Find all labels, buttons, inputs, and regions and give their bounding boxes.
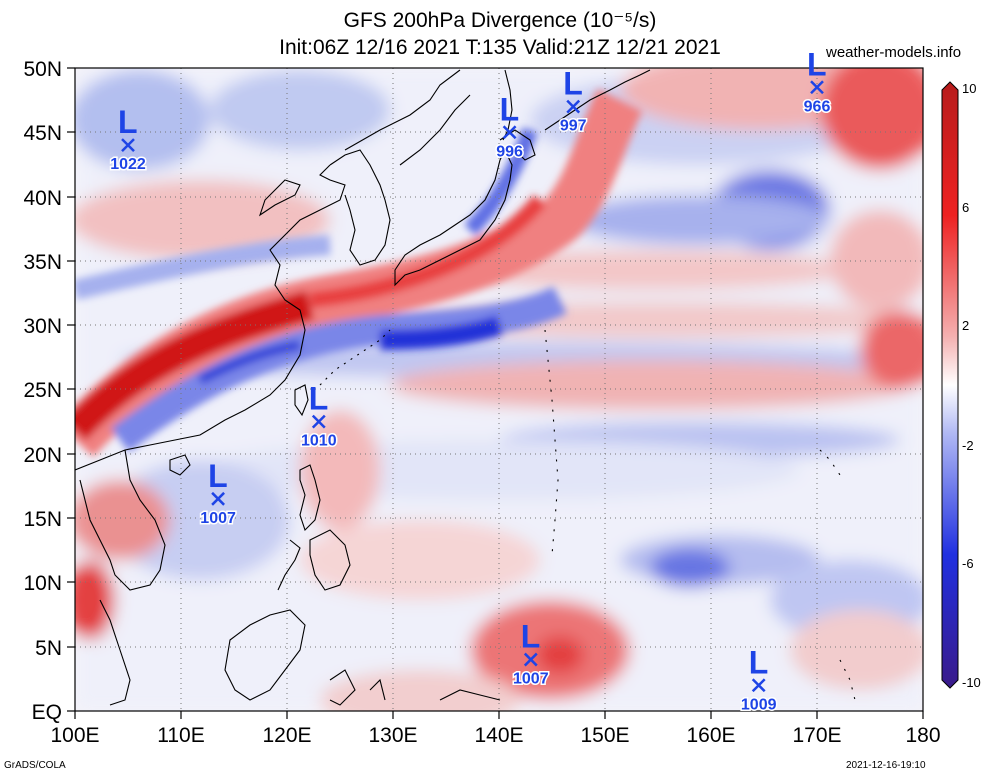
low-marker: L 996 <box>495 91 525 162</box>
low-pressure-value: 1007 <box>513 671 549 688</box>
divergence-field <box>75 68 923 711</box>
lat-label-5n: 5N <box>35 637 62 660</box>
low-marker: L 966 <box>802 46 832 117</box>
lon-label-100e: 100E <box>50 724 99 747</box>
low-pressure-value: 1010 <box>301 433 337 450</box>
low-center-mark <box>523 652 538 667</box>
low-marker: L 1009 <box>739 644 778 715</box>
colorbar: 10 6 2 -2 -6 -10 <box>941 81 981 690</box>
map-title: GFS 200hPa Divergence (10⁻⁵/s) <box>343 9 657 32</box>
low-center-mark <box>311 414 326 429</box>
map-grid <box>75 68 923 711</box>
lat-label-50n: 50N <box>23 58 62 81</box>
lon-label-110e: 110E <box>157 724 205 747</box>
colorbar-label-10: 10 <box>962 81 976 96</box>
low-letter: L <box>563 66 583 102</box>
low-letter: L <box>309 381 329 417</box>
footer-credit: GrADS/COLA <box>4 760 66 771</box>
lat-label-20n: 20N <box>23 444 62 467</box>
low-center-mark <box>121 138 135 153</box>
low-center-mark <box>502 125 517 140</box>
coastlines <box>75 69 856 706</box>
lat-label-35n: 35N <box>23 251 62 274</box>
low-letter: L <box>500 91 520 127</box>
low-letter: L <box>749 644 769 680</box>
low-pressure-value: 1009 <box>741 696 777 713</box>
lat-label-45n: 45N <box>23 122 62 145</box>
footer-timestamp: 2021-12-16-19:10 <box>846 760 926 771</box>
colorbar-label-neg6: -6 <box>962 556 974 571</box>
low-pressure-value: 996 <box>496 143 523 160</box>
low-letter: L <box>807 46 827 82</box>
low-marker: L 1010 <box>300 381 339 452</box>
low-center-mark <box>211 491 225 506</box>
lon-label-160e: 160E <box>686 724 735 747</box>
low-pressure-value: 997 <box>560 118 587 135</box>
lon-label-140e: 140E <box>474 724 523 747</box>
lon-label-130e: 130E <box>368 724 417 747</box>
colorbar-scale <box>941 81 959 689</box>
lon-label-120e: 120E <box>262 724 311 747</box>
low-letter: L <box>521 619 541 655</box>
axis-ticks <box>67 67 924 719</box>
colorbar-label-neg10: -10 <box>962 675 981 690</box>
lon-label-150e: 150E <box>580 724 629 747</box>
lat-label-10n: 10N <box>23 572 62 595</box>
low-pressure-value: 966 <box>804 98 831 115</box>
low-marker: L 1022 <box>109 104 148 175</box>
lon-label-170e: 170E <box>792 724 841 747</box>
low-center-mark <box>810 80 824 95</box>
low-letter: L <box>208 458 228 494</box>
low-marker: L 1007 <box>512 619 551 690</box>
lat-label-40n: 40N <box>23 187 62 210</box>
site-label: weather-models.info <box>826 44 962 61</box>
low-marker: L 997 <box>558 66 588 137</box>
colorbar-label-6: 6 <box>962 200 969 215</box>
low-center-mark <box>566 99 581 114</box>
low-letter: L <box>118 104 138 140</box>
low-pressure-markers: L 1022 L 996 L 997 L 966 L 1010 L 1007 L 1007 L 1009 <box>109 46 832 715</box>
colorbar-label-2: 2 <box>962 318 969 333</box>
lat-label-25n: 25N <box>23 379 62 402</box>
lat-label-30n: 30N <box>23 315 62 338</box>
low-pressure-value: 1007 <box>200 510 236 527</box>
lat-label-15n: 15N <box>23 508 62 531</box>
low-pressure-value: 1022 <box>110 156 146 173</box>
lat-label-eq: EQ <box>32 701 62 724</box>
low-marker: L 1007 <box>199 458 238 529</box>
lon-label-180: 180 <box>905 724 940 747</box>
map-subtitle: Init:06Z 12/16 2021 T:135 Valid:21Z 12/2… <box>279 36 721 59</box>
low-center-mark <box>751 678 766 693</box>
colorbar-label-neg2: -2 <box>962 438 974 453</box>
